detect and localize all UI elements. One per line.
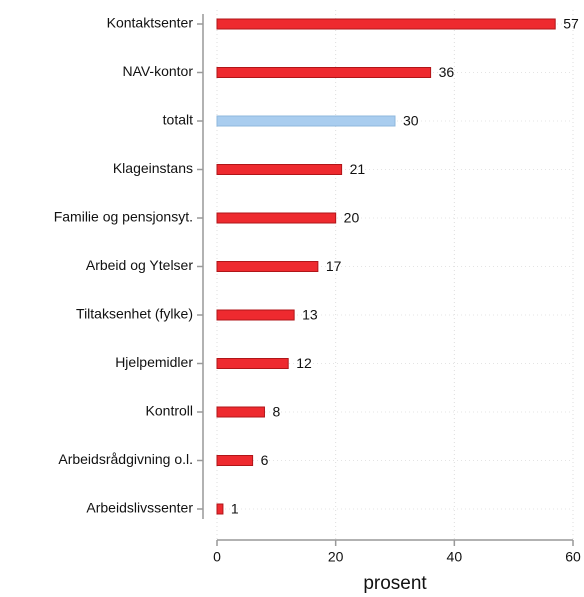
x-axis-label: prosent bbox=[363, 573, 427, 594]
value-label: 13 bbox=[302, 307, 318, 323]
y-tick-label: NAV-kontor bbox=[122, 63, 193, 79]
bar bbox=[216, 261, 319, 272]
y-tick-label: totalt bbox=[163, 112, 193, 128]
value-label: 36 bbox=[439, 64, 455, 80]
value-label: 57 bbox=[563, 16, 579, 32]
value-label: 6 bbox=[261, 452, 269, 468]
bar bbox=[216, 115, 396, 127]
y-tick-label: Tiltaksenhet (fylke) bbox=[76, 306, 193, 322]
x-tick-label: 0 bbox=[213, 549, 221, 565]
value-label: 8 bbox=[272, 404, 280, 420]
y-tick-label: Familie og pensjonsyt. bbox=[54, 209, 193, 225]
value-label: 1 bbox=[231, 501, 239, 517]
value-label: 20 bbox=[344, 210, 360, 226]
value-label: 30 bbox=[403, 113, 419, 129]
value-label: 12 bbox=[296, 355, 312, 371]
bar bbox=[216, 406, 265, 418]
x-tick-label: 60 bbox=[565, 549, 581, 565]
bar bbox=[216, 212, 337, 224]
y-tick-label: Arbeidsrådgivning o.l. bbox=[58, 451, 193, 467]
bar bbox=[216, 358, 289, 369]
bar bbox=[216, 503, 224, 515]
y-tick-label: Kontroll bbox=[146, 403, 193, 419]
y-tick-label: Arbeid og Ytelser bbox=[86, 257, 193, 273]
x-tick-label: 40 bbox=[447, 549, 463, 565]
bar bbox=[216, 309, 295, 321]
value-label: 21 bbox=[350, 161, 366, 177]
y-tick-label: Klageinstans bbox=[113, 160, 193, 176]
bar bbox=[216, 18, 556, 30]
bar bbox=[216, 455, 254, 466]
y-tick-label: Arbeidslivssenter bbox=[86, 500, 193, 516]
value-label: 17 bbox=[326, 258, 342, 274]
bar bbox=[216, 164, 343, 175]
y-tick-label: Kontaktsenter bbox=[107, 15, 194, 31]
bar bbox=[216, 67, 432, 78]
y-tick-label: Hjelpemidler bbox=[115, 354, 193, 370]
x-tick-label: 20 bbox=[328, 549, 344, 565]
